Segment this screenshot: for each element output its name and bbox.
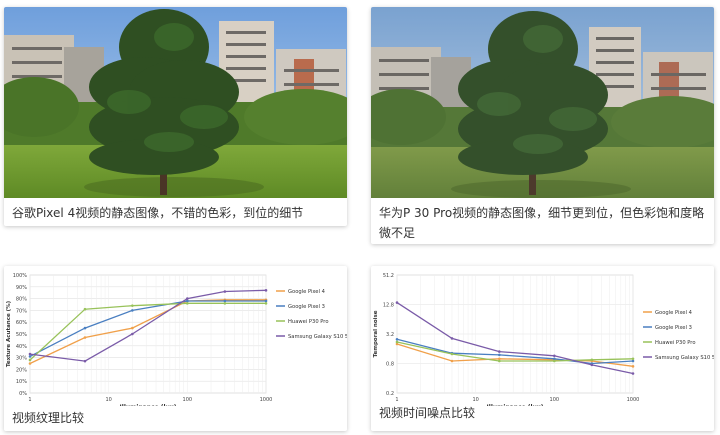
data-point [131, 304, 134, 307]
y-tick-label: 30% [16, 356, 27, 362]
data-point [631, 359, 635, 363]
data-point [28, 355, 32, 358]
data-point [498, 357, 501, 361]
data-point [631, 357, 635, 361]
data-point [83, 326, 87, 330]
pixel4-photo-card: 谷歌Pixel 4视频的静态图像，不错的色彩，到位的细节 [4, 7, 347, 226]
texture-acutance-chart: 0% 10% 20% 30% 40% 50% 60% 70% 80% 90% 100% 1 10 100 1… [6, 273, 347, 406]
data-point [264, 299, 268, 303]
series-line [396, 302, 634, 375]
y-tick-label: 60% [16, 320, 27, 326]
data-point [631, 365, 635, 368]
y-tick-label: 20% [16, 367, 27, 373]
x-tick-label: 100 [183, 397, 193, 403]
data-point [83, 307, 87, 311]
legend-label: Samsung Galaxy S10 5G [288, 334, 347, 340]
data-point [395, 342, 399, 346]
y-tick-label: 0.2 [386, 391, 394, 397]
data-point [264, 289, 268, 292]
y-tick-label: 100% [13, 273, 28, 279]
y-tick-label: 50% [16, 332, 27, 338]
series-line [396, 338, 634, 365]
legend-label: Google Pixel 3 [655, 325, 692, 331]
legend-label: Huawei P30 Pro [288, 319, 329, 325]
series-line [29, 300, 266, 357]
y-tick-label: 3.2 [386, 332, 394, 338]
data-point [590, 363, 594, 367]
legend-label: Samsung Galaxy S10 5G [655, 355, 714, 361]
x-tick-label: 10 [472, 397, 478, 403]
data-point [590, 358, 594, 362]
x-axis-label: Illuminance (lux) [487, 404, 544, 406]
data-point [83, 359, 87, 363]
data-point [450, 359, 454, 363]
data-point [223, 302, 227, 305]
data-point [223, 290, 227, 293]
data-point [395, 340, 399, 344]
y-tick-label: 90% [16, 285, 27, 291]
x-tick-label: 1000 [260, 397, 273, 403]
data-point [223, 299, 227, 303]
p30pro-caption: 华为P 30 Pro视频的静态图像，细节更到位，但色彩饱和度略微不足 [379, 206, 705, 240]
y-tick-label: 10% [16, 379, 27, 385]
x-tick-label: 10 [105, 397, 111, 403]
temporal-noise-chart: 0.2 0.8 3.2 12.8 51.2 1 10 100 1000 Illuminance (… [373, 273, 714, 406]
y-tick-label: 40% [16, 344, 27, 350]
data-point [131, 309, 134, 312]
data-point [553, 357, 556, 361]
y-axis-label: Temporal noise [373, 310, 379, 357]
noise-chart-card: 0.2 0.8 3.2 12.8 51.2 1 10 100 1000 Illuminance (… [371, 266, 714, 431]
x-tick-label: 1 [28, 397, 31, 403]
data-point [28, 352, 32, 356]
data-point [553, 354, 556, 358]
data-point [264, 302, 268, 305]
legend-label: Google Pixel 4 [655, 310, 693, 316]
data-point [186, 302, 189, 305]
data-point [498, 359, 501, 363]
x-axis-label: Illuminance (lux) [120, 404, 177, 406]
data-point [395, 337, 399, 341]
x-tick-label: 100 [550, 397, 560, 403]
y-tick-label: 0.8 [386, 362, 394, 368]
p30pro-video-still-image[interactable] [371, 7, 714, 198]
legend-label: Google Pixel 4 [288, 289, 326, 295]
noise-chart-caption: 视频时间噪点比较 [379, 406, 476, 420]
data-point [450, 337, 454, 340]
series-line [29, 289, 267, 362]
y-tick-label: 12.8 [383, 303, 394, 309]
series-line [396, 341, 634, 362]
data-point [28, 358, 32, 362]
series-line [29, 299, 266, 365]
data-point [83, 336, 87, 339]
data-point [395, 301, 399, 304]
p30pro-photo-card: 华为P 30 Pro视频的静态图像，细节更到位，但色彩饱和度略微不足 [371, 7, 714, 244]
data-point [450, 352, 454, 356]
pixel4-caption: 谷歌Pixel 4视频的静态图像，不错的色彩，到位的细节 [12, 206, 304, 220]
y-tick-label: 70% [16, 308, 27, 314]
x-tick-label: 1 [395, 397, 398, 403]
series-line [29, 302, 266, 361]
legend-label: Google Pixel 3 [288, 304, 325, 310]
y-tick-label: 51.2 [383, 273, 394, 279]
texture-chart-caption: 视频纹理比较 [12, 411, 85, 425]
data-point [631, 372, 635, 375]
series-line [396, 343, 634, 367]
y-tick-label: 0% [19, 391, 27, 397]
pixel4-video-still-image[interactable] [4, 7, 347, 198]
legend-label: Huawei P30 Pro [655, 340, 696, 346]
data-point [131, 326, 134, 330]
data-point [186, 299, 189, 303]
texture-chart-card: 0% 10% 20% 30% 40% 50% 60% 70% 80% 90% 100% 1 10 100 1… [4, 266, 347, 431]
data-point [28, 362, 32, 365]
y-tick-label: 80% [16, 297, 27, 303]
x-tick-label: 1000 [627, 397, 640, 403]
data-point [553, 359, 556, 363]
data-point [131, 332, 134, 336]
data-point [498, 350, 501, 353]
data-point [186, 297, 189, 300]
y-axis-label: Texture Acutance (%) [6, 300, 12, 367]
data-point [498, 353, 501, 357]
